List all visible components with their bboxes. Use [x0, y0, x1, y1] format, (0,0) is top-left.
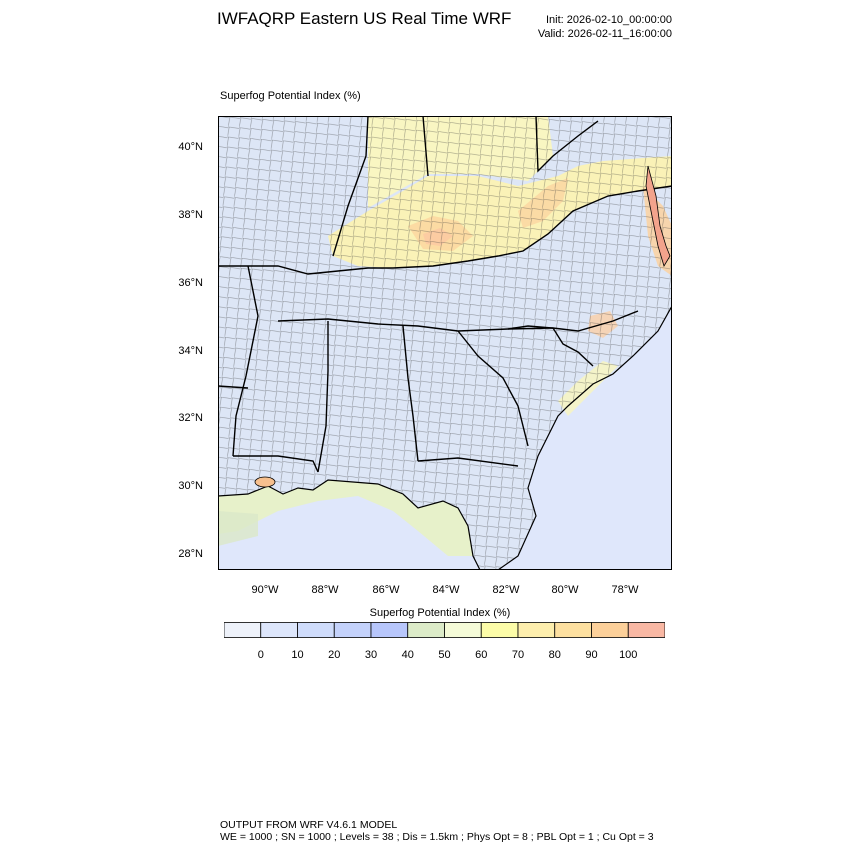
colorbar-box [627, 622, 665, 638]
lat-label-30: 30°N [178, 480, 203, 492]
coastline [218, 305, 672, 570]
lat-label-36: 36°N [178, 277, 203, 289]
colorbar-label: 80 [548, 649, 561, 661]
colorbar-box [407, 622, 445, 638]
lon-label-80: 80°W [551, 584, 579, 596]
footer-line-2: WE = 1000 ; SN = 1000 ; Levels = 38 ; Di… [220, 831, 654, 843]
lat-label-28: 28°N [178, 548, 203, 560]
colorbar-box [224, 622, 262, 638]
page-title: IWFAQRP Eastern US Real Time WRF [217, 9, 512, 28]
model-footer: OUTPUT FROM WRF V4.6.1 MODEL WE = 1000 ;… [220, 819, 654, 843]
colorbar-label: 40 [401, 649, 414, 661]
colorbar-box [554, 622, 592, 638]
lon-label-82: 82°W [492, 584, 520, 596]
colorbar-title: Superfog Potential Index (%) [369, 607, 511, 619]
colorbar-box [370, 622, 409, 638]
colorbar-label: 0 [257, 649, 264, 661]
lat-label-34: 34°N [178, 345, 203, 357]
colorbar-box [333, 622, 372, 638]
colorbar-label: 90 [585, 649, 598, 661]
light-green-coast [218, 480, 473, 556]
county-lines [218, 116, 672, 570]
colorbar-label: 10 [291, 649, 304, 661]
colorbar-box [297, 622, 335, 638]
valid-time: Valid: 2026-02-11_16:00:00 [537, 28, 672, 40]
lon-label-88: 88°W [311, 584, 339, 596]
lat-label-40: 40°N [178, 141, 203, 153]
colorbar-label: 30 [364, 649, 378, 661]
init-valid-times: Init: 2026-02-10_00:00:00 Valid: 2026-02… [538, 13, 672, 41]
colorbar-label: 20 [328, 649, 341, 661]
init-time: Init: 2026-02-10_00:00:00 [546, 14, 672, 26]
colorbar-label: 50 [438, 649, 451, 661]
superfog-map [218, 116, 672, 570]
state-borders [218, 116, 672, 473]
colorbar-box [260, 622, 298, 638]
lat-label-38: 38°N [178, 209, 203, 221]
chesapeake-bay [645, 165, 671, 267]
colorbar-box [480, 622, 519, 638]
colorbar-label: 100 [619, 649, 638, 661]
lon-label-84: 84°W [432, 584, 460, 596]
lon-label-78: 78°W [611, 584, 639, 596]
colorbar-box [444, 622, 482, 638]
lake-pontchartrain [254, 476, 276, 488]
lat-label-32: 32°N [178, 412, 203, 424]
colorbar-box [517, 622, 556, 638]
lon-label-86: 86°W [372, 584, 400, 596]
colorbar-label: 70 [511, 649, 525, 661]
lon-label-90: 90°W [251, 584, 279, 596]
footer-line-1: OUTPUT FROM WRF V4.6.1 MODEL [220, 819, 398, 831]
plot-field-label: Superfog Potential Index (%) [220, 90, 361, 102]
colorbar-box [591, 622, 629, 638]
map-frame [218, 116, 672, 570]
colorbar-label: 60 [475, 649, 488, 661]
colorbar [224, 622, 665, 638]
green-coast-strip [218, 511, 258, 546]
